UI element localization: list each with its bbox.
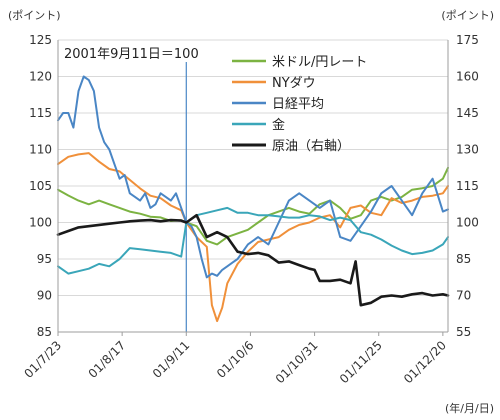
legend-label: 日経平均 <box>272 97 324 112</box>
left-tick-label: 110 <box>29 143 52 157</box>
legend-label: 米ドル/円レート <box>272 55 367 70</box>
x-tick-label: 01/10/6 <box>214 338 257 381</box>
plot-frame <box>57 40 449 333</box>
left-axis-unit: (ポイント) <box>8 9 61 22</box>
right-tick-label: 160 <box>456 70 479 84</box>
right-tick-label: 85 <box>456 252 471 266</box>
left-tick-label: 90 <box>37 289 52 303</box>
series-line <box>57 206 449 275</box>
series-lines <box>56 75 450 323</box>
x-tick-label: 01/8/17 <box>86 338 129 381</box>
left-axis: 85 90 95 100 105 110 115 120 125 <box>29 33 52 339</box>
left-tick-label: 115 <box>29 106 52 120</box>
left-tick-label: 105 <box>29 179 52 193</box>
right-tick-label: 145 <box>456 106 479 120</box>
right-axis-unit: (ポイント) <box>441 9 494 22</box>
x-axis-unit: (年/月/日) <box>445 401 494 415</box>
annotation-label: 2001年9月11日＝100 <box>64 47 199 62</box>
left-tick-label: 120 <box>29 70 52 84</box>
series-line <box>57 75 449 279</box>
gridlines <box>58 39 448 333</box>
series-line <box>57 152 449 323</box>
left-tick-label: 95 <box>37 252 52 266</box>
right-tick-label: 100 <box>456 216 479 230</box>
right-tick-label: 55 <box>456 325 471 339</box>
right-axis: 55 70 85 100 115 130 145 160 175 <box>456 33 479 339</box>
x-axis: 01/7/23 01/8/17 01/9/11 01/10/6 01/10/31 01/1… <box>22 332 449 386</box>
left-tick-label: 125 <box>29 33 52 47</box>
right-tick-label: 70 <box>456 289 471 303</box>
legend-label: 原油（右軸） <box>272 139 350 154</box>
x-tick-label: 01/10/31 <box>273 338 321 386</box>
right-tick-label: 130 <box>456 143 479 157</box>
legend-label: 金 <box>272 117 285 133</box>
right-tick-label: 115 <box>456 179 479 193</box>
left-tick-label: 100 <box>29 216 52 230</box>
x-tick-label: 01/9/11 <box>150 338 193 381</box>
x-tick-label: 01/12/20 <box>401 338 449 386</box>
series-line <box>57 166 449 246</box>
x-tick-label: 01/7/23 <box>22 338 65 381</box>
right-tick-label: 175 <box>456 33 479 47</box>
legend-label: NYダウ <box>272 76 316 91</box>
x-tick-label: 01/11/25 <box>337 338 385 386</box>
left-tick-label: 85 <box>37 325 52 339</box>
series-line <box>56 213 450 307</box>
